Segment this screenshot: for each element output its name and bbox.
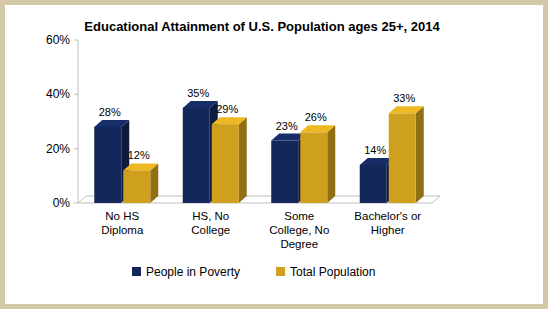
- bar-front: [389, 113, 416, 203]
- data-label: 26%: [305, 111, 327, 123]
- x-tick-label-line: College, No: [269, 224, 329, 236]
- bar-top: [300, 125, 335, 132]
- frame: [3, 3, 546, 307]
- data-label: 12%: [128, 149, 150, 161]
- legend: People in Poverty Total Population: [132, 265, 375, 279]
- data-label: 14%: [364, 144, 386, 156]
- y-tick-label: 60%: [46, 33, 70, 47]
- y-axis: [78, 40, 79, 203]
- bar-top: [123, 163, 158, 170]
- x-tick-label: No HS Diploma: [101, 210, 144, 236]
- bar-front: [212, 124, 239, 203]
- data-labels: 28% 35% 23% 14% 12% 29% 26% 33%: [99, 87, 416, 161]
- bar: [300, 125, 335, 203]
- bar-top: [94, 120, 129, 127]
- y-tick: [74, 148, 78, 149]
- bar-front: [183, 108, 210, 203]
- y-tick: [74, 203, 78, 204]
- bar-front: [94, 127, 121, 203]
- x-tick-label-line: Some: [284, 210, 314, 222]
- x-tick-label-line: Diploma: [101, 224, 144, 236]
- x-tick-label-line: Bachelor's or: [354, 210, 421, 222]
- data-label: 33%: [393, 92, 415, 104]
- x-tick-label-line: College: [191, 224, 230, 236]
- bars: [94, 101, 424, 203]
- bar-front: [271, 141, 298, 203]
- data-label: 35%: [187, 87, 209, 99]
- bar-top: [212, 117, 247, 124]
- x-tick-label: Some College, No Degree: [269, 210, 329, 250]
- legend-label: Total Population: [290, 265, 375, 279]
- title: Educational Attainment of U.S. Populatio…: [84, 19, 440, 34]
- y-tick: [74, 40, 78, 41]
- bar-front: [360, 165, 387, 203]
- bar-side: [239, 117, 247, 203]
- legend-swatch: [276, 267, 285, 276]
- data-label: 29%: [216, 103, 238, 115]
- y-tick-label: 0%: [53, 196, 71, 210]
- bar: [123, 163, 158, 203]
- x-tick-label-line: Degree: [280, 238, 318, 250]
- x-tick-label: Bachelor's or Higher: [354, 210, 421, 236]
- x-tick-label-line: Higher: [371, 224, 405, 236]
- bar-front: [123, 170, 150, 203]
- x-tick-label-line: No HS: [105, 210, 139, 222]
- bar-side: [416, 106, 424, 203]
- legend-swatch: [132, 267, 141, 276]
- legend-label: People in Poverty: [146, 265, 240, 279]
- y-tick-label: 40%: [46, 87, 70, 101]
- data-label: 23%: [276, 120, 298, 132]
- y-tick: [74, 94, 78, 95]
- bar-side: [327, 125, 335, 203]
- x-tick-label-line: HS, No: [192, 210, 229, 222]
- bar-top: [389, 106, 424, 113]
- data-label: 28%: [99, 106, 121, 118]
- x-tick-label: HS, No College: [191, 210, 230, 236]
- bar: [212, 117, 247, 203]
- bar: [389, 106, 424, 203]
- bar-top: [183, 101, 218, 108]
- y-tick-label: 20%: [46, 142, 70, 156]
- bar-front: [300, 132, 327, 203]
